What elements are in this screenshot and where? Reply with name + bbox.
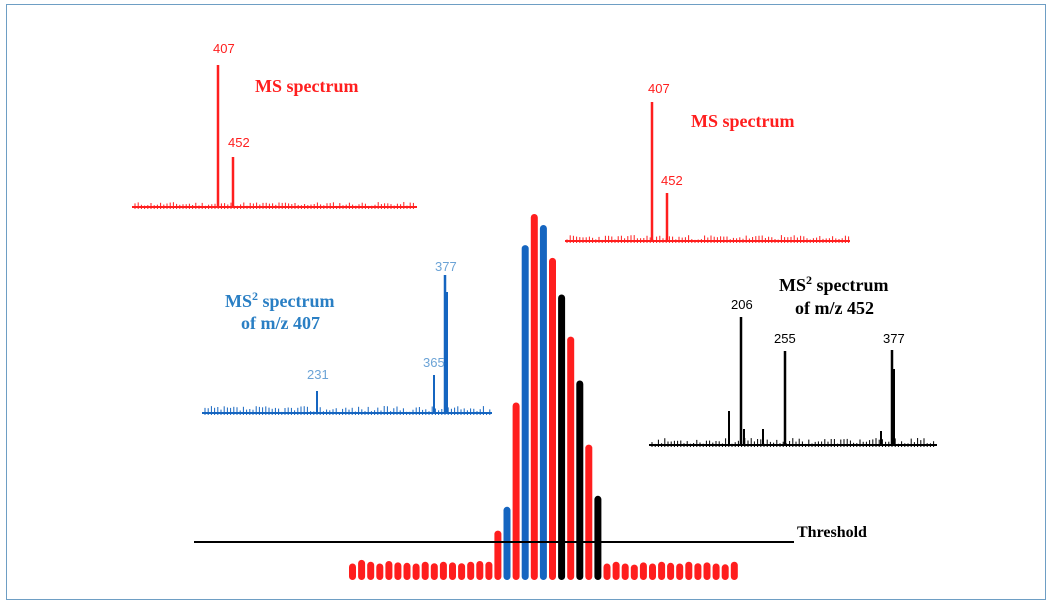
chromatogram-bar <box>685 561 693 580</box>
peak-label-452-left: 452 <box>228 135 250 150</box>
ms2-452-noise <box>651 438 935 447</box>
chromatogram-bar <box>412 563 420 580</box>
peak-label-452-right: 452 <box>661 173 683 188</box>
peak-label-407-right: 407 <box>648 81 670 96</box>
diagram-canvas: 407 452 MS spectrum 407 452 MS spectrum … <box>6 4 1046 600</box>
ms2-407-title-line2: of m/z 407 <box>241 313 320 333</box>
ms2-spectrum-407: 231 365 377 MS2 spectrum of m/z 407 <box>202 259 492 415</box>
chromatogram-bar <box>630 564 638 580</box>
peak-label-377-blue: 377 <box>435 259 457 274</box>
chromatogram-bar <box>430 563 438 580</box>
chromatogram-bar <box>485 561 493 580</box>
chromatogram-bar <box>421 561 429 580</box>
chromatogram-bar <box>667 562 675 580</box>
chromatogram-bar <box>376 563 384 580</box>
peak-label-206: 206 <box>731 297 753 312</box>
ms2-452-title-superscript: 2 <box>806 273 812 287</box>
peak-label-377-black: 377 <box>883 331 905 346</box>
chromatogram <box>349 214 738 580</box>
threshold-label: Threshold <box>797 524 867 541</box>
ms2-spectrum-452: 206 255 377 MS2 spectrum of m/z 452 <box>649 273 937 447</box>
ms-spectrum-left-noise <box>134 202 414 209</box>
chromatogram-bar <box>721 564 729 580</box>
chromatogram-bar <box>658 561 666 580</box>
chromatogram-bar <box>512 402 520 580</box>
chromatogram-bar <box>521 245 529 580</box>
chromatogram-bar <box>349 563 356 580</box>
chromatogram-bar <box>549 257 556 580</box>
ms2-452-title-prefix: MS <box>779 275 806 295</box>
ms-spectrum-left-title: MS spectrum <box>255 76 358 96</box>
peak-label-365: 365 <box>423 355 445 370</box>
chromatogram-bar <box>530 214 538 580</box>
chromatogram-bar <box>694 563 702 580</box>
chromatogram-bar <box>494 530 502 580</box>
peak-label-407-left: 407 <box>213 41 235 56</box>
chromatogram-bar <box>449 562 456 580</box>
chromatogram-bar <box>394 562 402 580</box>
chromatogram-bar <box>576 380 584 580</box>
chromatogram-bar <box>476 561 484 580</box>
chromatogram-bar <box>539 225 547 580</box>
chromatogram-bar <box>367 561 375 580</box>
chromatogram-bar <box>503 506 511 580</box>
ms2-407-title-suffix: spectrum <box>258 291 334 311</box>
chromatogram-bar <box>467 561 475 580</box>
chromatogram-bar <box>612 561 620 580</box>
chromatogram-bar <box>385 561 393 580</box>
peak-label-255: 255 <box>774 331 796 346</box>
threshold: Threshold <box>194 524 867 543</box>
ms-spectrum-right-title: MS spectrum <box>691 111 794 131</box>
chromatogram-bar <box>403 562 411 580</box>
ms2-452-title-suffix: spectrum <box>812 275 888 295</box>
chromatogram-bar <box>439 561 447 580</box>
ms2-407-noise <box>204 406 491 415</box>
lc-msms-diagram: 407 452 MS spectrum 407 452 MS spectrum … <box>132 41 937 580</box>
chromatogram-bar <box>594 495 602 580</box>
chromatogram-bar <box>649 563 656 580</box>
ms2-407-title-line1: MS2 spectrum <box>225 289 334 311</box>
chromatogram-bar <box>458 563 466 580</box>
chromatogram-bar <box>558 294 566 580</box>
chromatogram-bar <box>585 444 593 580</box>
chromatogram-bar <box>358 559 366 580</box>
ms-spectrum-right: 407 452 MS spectrum <box>565 81 850 243</box>
chromatogram-bar <box>603 563 611 580</box>
chromatogram-bar <box>676 563 684 580</box>
chromatogram-bar <box>567 336 575 580</box>
ms-spectrum-left: 407 452 MS spectrum <box>132 41 417 209</box>
chromatogram-bar <box>712 563 720 580</box>
chromatogram-bar <box>703 562 711 580</box>
ms2-452-title-line1: MS2 spectrum <box>779 273 888 295</box>
chromatogram-bar <box>621 563 629 580</box>
ms2-407-title-prefix: MS <box>225 291 252 311</box>
ms2-452-title-line2: of m/z 452 <box>795 298 874 318</box>
chromatogram-bar <box>639 562 647 580</box>
chromatogram-bar <box>730 561 738 580</box>
peak-label-231: 231 <box>307 367 329 382</box>
ms2-407-title-superscript: 2 <box>252 289 258 303</box>
